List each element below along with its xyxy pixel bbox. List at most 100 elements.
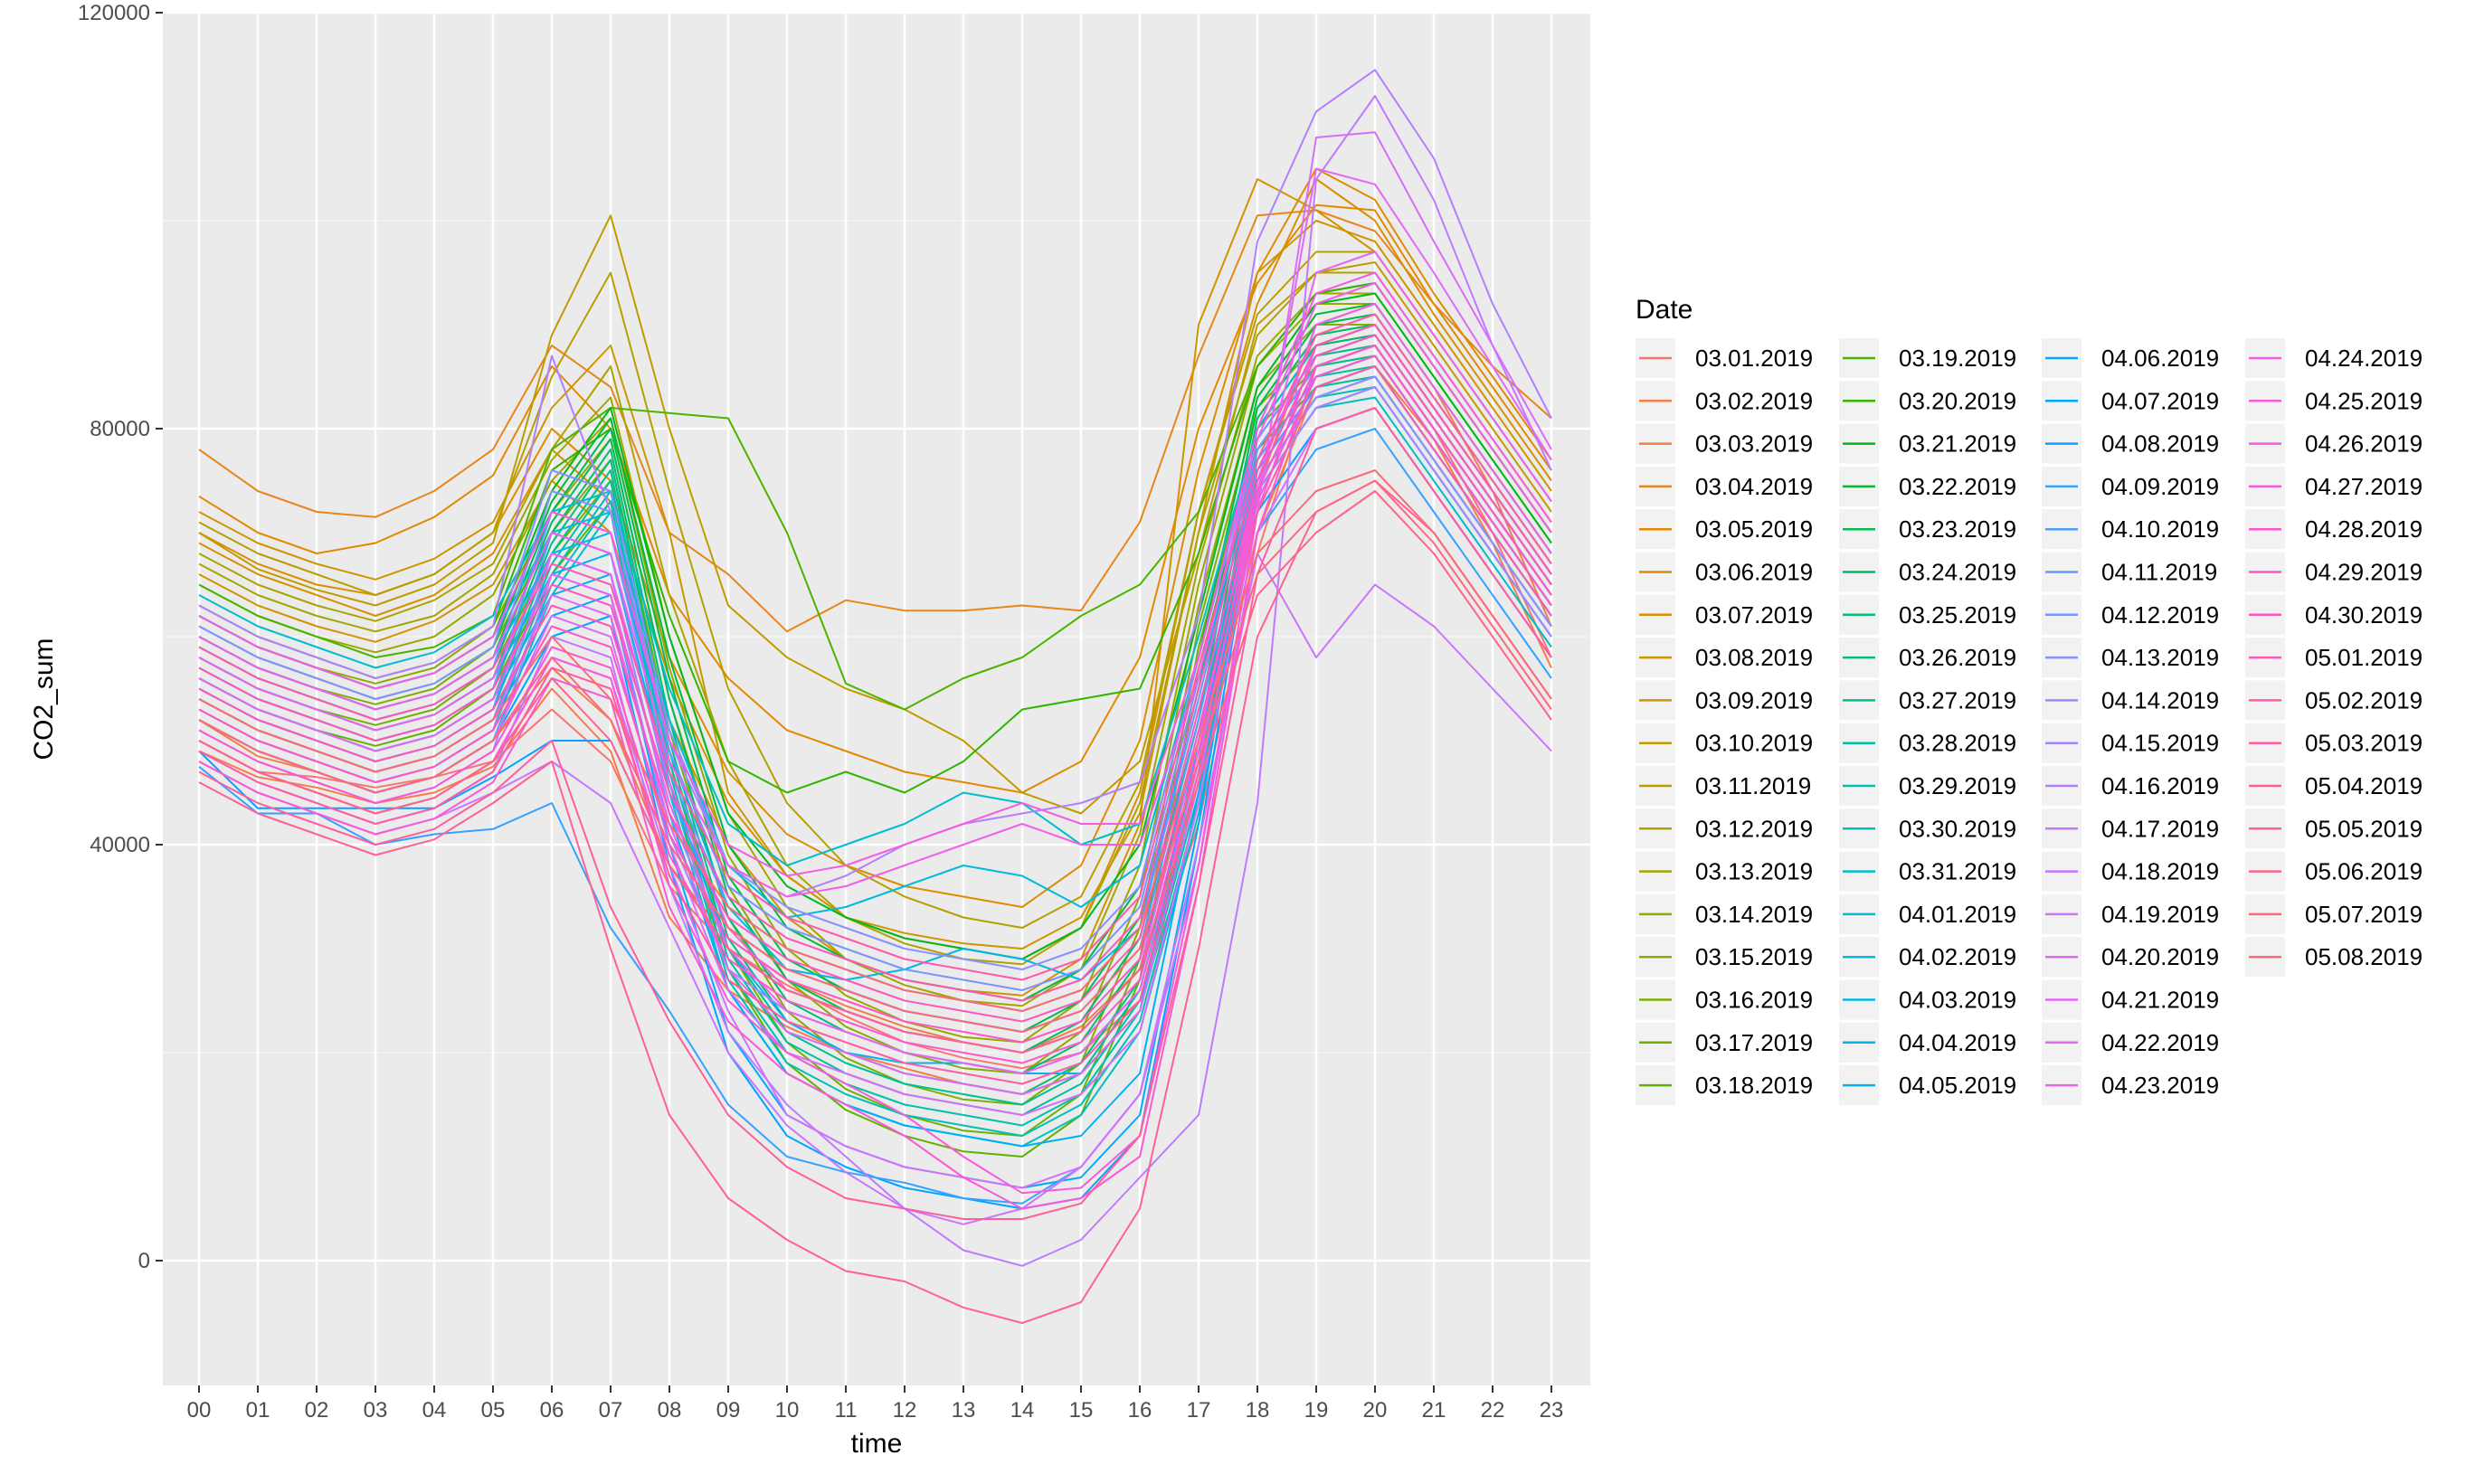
y-tick-label: 80000 <box>90 417 150 441</box>
legend-label: 03.15.2019 <box>1695 943 1813 970</box>
legend-label: 03.25.2019 <box>1899 601 2016 629</box>
series-line <box>198 203 1552 794</box>
legend-label: 04.27.2019 <box>2305 473 2423 500</box>
legend-label: 04.24.2019 <box>2305 345 2423 372</box>
x-tick-label: 09 <box>716 1398 741 1423</box>
series-line <box>198 313 1552 981</box>
legend-label: 04.28.2019 <box>2305 515 2423 543</box>
x-tick-label: 13 <box>952 1398 976 1423</box>
legend-label: 04.14.2019 <box>2101 686 2219 714</box>
x-tick-label: 02 <box>305 1398 329 1423</box>
legend-label: 04.26.2019 <box>2305 430 2423 458</box>
legend-label: 03.29.2019 <box>1899 772 2016 799</box>
legend-label: 03.07.2019 <box>1695 601 1813 629</box>
legend-label: 05.06.2019 <box>2305 858 2423 885</box>
legend-label: 04.12.2019 <box>2101 601 2219 629</box>
legend-label: 05.07.2019 <box>2305 901 2423 928</box>
x-tick-label: 17 <box>1187 1398 1211 1423</box>
legend-label: 03.04.2019 <box>1695 473 1813 500</box>
x-tick-label: 14 <box>1010 1398 1035 1423</box>
legend-label: 05.05.2019 <box>2305 815 2423 842</box>
series-line <box>198 282 1552 898</box>
x-tick-label: 20 <box>1363 1398 1388 1423</box>
x-tick-label: 19 <box>1304 1398 1329 1423</box>
legend-label: 04.19.2019 <box>2101 901 2219 928</box>
legend-label: 04.01.2019 <box>1899 901 2016 928</box>
x-tick-label: 23 <box>1540 1398 1564 1423</box>
legend: Date 03.01.2019 03.02.2019 03.03.2019 03.04… <box>1636 295 2423 1106</box>
legend-label: 04.04.2019 <box>1899 1029 2016 1056</box>
series-line <box>198 490 1552 1054</box>
series-line <box>198 469 1552 1012</box>
legend-label: 04.17.2019 <box>2101 815 2219 842</box>
legend-label: 03.30.2019 <box>1899 815 2016 842</box>
x-tick-label: 00 <box>187 1398 212 1423</box>
legend-label: 04.11.2019 <box>2101 559 2217 586</box>
legend-label: 04.05.2019 <box>1899 1072 2016 1099</box>
legend-label: 04.03.2019 <box>1899 987 2016 1014</box>
legend-label: 03.19.2019 <box>1899 345 2016 372</box>
x-tick-label: 12 <box>893 1398 917 1423</box>
legend-label: 04.13.2019 <box>2101 644 2219 671</box>
series-lines <box>198 69 1552 1324</box>
legend-label: 03.21.2019 <box>1899 430 2016 458</box>
legend-label: 05.08.2019 <box>2305 943 2423 970</box>
x-tick-label: 10 <box>775 1398 800 1423</box>
legend-label: 04.18.2019 <box>2101 858 2219 885</box>
x-tick-label: 16 <box>1128 1398 1152 1423</box>
legend-label: 03.06.2019 <box>1695 559 1813 586</box>
legend-label: 04.22.2019 <box>2101 1029 2219 1056</box>
legend-label: 03.05.2019 <box>1695 515 1813 543</box>
x-axis: 00 01 02 03 04 05 06 07 08 09 10 11 12 13 14 15 16 17 18 19… <box>187 1385 1564 1423</box>
legend-title: Date <box>1636 295 1693 325</box>
legend-label: 03.24.2019 <box>1899 559 2016 586</box>
x-tick-label: 11 <box>835 1398 858 1423</box>
y-tick-label: 0 <box>138 1249 150 1273</box>
legend-label: 04.23.2019 <box>2101 1072 2219 1099</box>
y-axis-title: CO2_sum <box>29 638 59 760</box>
series-line <box>198 324 1552 1074</box>
x-tick-label: 03 <box>364 1398 388 1423</box>
series-line <box>198 407 1552 1220</box>
legend-label: 04.07.2019 <box>2101 387 2219 414</box>
series-line <box>198 345 1552 1044</box>
series-line <box>198 354 1552 1064</box>
legend-label: 03.08.2019 <box>1695 644 1813 671</box>
series-line <box>198 214 1552 815</box>
legend-label: 03.18.2019 <box>1695 1072 1813 1099</box>
series-line <box>198 250 1552 929</box>
x-tick-label: 18 <box>1246 1398 1270 1423</box>
x-tick-label: 07 <box>599 1398 623 1423</box>
legend-label: 04.20.2019 <box>2101 943 2219 970</box>
series-line <box>198 209 1552 633</box>
legend-label: 03.12.2019 <box>1695 815 1813 842</box>
legend-label: 04.08.2019 <box>2101 430 2219 458</box>
x-tick-label: 15 <box>1069 1398 1094 1423</box>
legend-label: 04.30.2019 <box>2305 601 2423 629</box>
x-tick-label: 04 <box>422 1398 447 1423</box>
legend-label: 04.25.2019 <box>2305 387 2423 414</box>
legend-label: 03.28.2019 <box>1899 730 2016 757</box>
legend-label: 03.26.2019 <box>1899 644 2016 671</box>
y-tick-label: 120000 <box>78 1 150 25</box>
series-line <box>198 324 1552 1002</box>
series-line <box>198 479 1552 1033</box>
legend-label: 05.04.2019 <box>2305 772 2423 799</box>
y-axis: 0 40000 80000 120000 <box>78 1 163 1273</box>
x-tick-label: 05 <box>481 1398 506 1423</box>
legend-label: 04.21.2019 <box>2101 987 2219 1014</box>
legend-label: 05.03.2019 <box>2305 730 2423 757</box>
x-tick-label: 06 <box>540 1398 564 1423</box>
legend-label: 03.01.2019 <box>1695 345 1813 372</box>
series-line <box>198 271 1552 966</box>
series-line <box>198 69 1552 898</box>
legend-label: 03.02.2019 <box>1695 387 1813 414</box>
legend-label: 03.27.2019 <box>1899 686 2016 714</box>
legend-label: 03.11.2019 <box>1695 772 1811 799</box>
legend-label: 03.23.2019 <box>1899 515 2016 543</box>
series-line <box>198 303 1552 1044</box>
series-line <box>198 292 1552 1007</box>
legend-label: 04.02.2019 <box>1899 943 2016 970</box>
legend-label: 04.09.2019 <box>2101 473 2219 500</box>
